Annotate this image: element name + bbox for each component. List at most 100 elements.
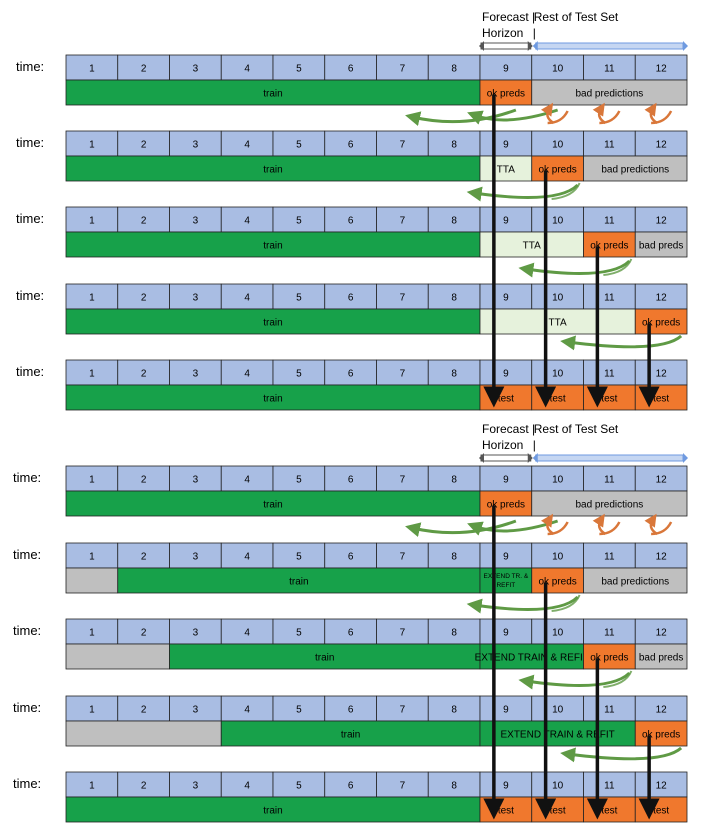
segment-label: train — [263, 89, 282, 100]
step-number: 3 — [193, 64, 199, 75]
step-number: 12 — [656, 293, 668, 304]
step-cell — [324, 542, 377, 569]
segment-label: train — [263, 500, 282, 511]
step-cell — [324, 54, 377, 81]
segment-label: train — [315, 653, 334, 664]
curved-arrow — [547, 110, 569, 125]
forecast-horizon-arrow — [480, 454, 532, 462]
step-cell — [634, 695, 688, 722]
step-cell — [117, 359, 170, 386]
step-number: 2 — [141, 140, 147, 151]
bad-predictions-segment — [583, 567, 688, 594]
step-number: 2 — [141, 293, 147, 304]
step-number: 3 — [193, 552, 199, 563]
step-number: 4 — [244, 216, 250, 227]
bad-predictions-segment — [65, 643, 170, 670]
segment-label: train — [263, 806, 282, 817]
curved-arrow — [603, 670, 633, 688]
time-label: time: — [13, 547, 41, 562]
step-number: 3 — [193, 705, 199, 716]
segment-label: bad preds — [639, 653, 683, 664]
rest-of-test-set-label: Rest of Test Set — [534, 10, 619, 24]
step-number: 8 — [451, 140, 457, 151]
step-number: 12 — [656, 781, 668, 792]
train-segment — [65, 79, 481, 106]
segment-label: TTA — [523, 241, 541, 252]
train-segment — [117, 567, 481, 594]
step-number: 12 — [656, 140, 668, 151]
curved-arrow — [551, 182, 581, 200]
time-label: time: — [16, 135, 44, 150]
segment-label: test — [498, 394, 514, 405]
step-number: 2 — [141, 781, 147, 792]
time-label: time: — [13, 470, 41, 485]
step-number: 1 — [89, 781, 95, 792]
step-cell — [427, 283, 481, 310]
segment-label: train — [263, 318, 282, 329]
step-cell — [583, 206, 636, 233]
separator-label: | — [533, 438, 536, 452]
step-number: 2 — [141, 216, 147, 227]
curved-arrow — [466, 595, 579, 614]
step-number: 4 — [244, 140, 250, 151]
step-number: 5 — [296, 475, 302, 486]
step-cell — [427, 130, 481, 157]
step-cell — [479, 771, 533, 798]
step-cell — [117, 54, 170, 81]
step-cell — [583, 465, 636, 492]
train-segment — [169, 643, 481, 670]
step-cell — [583, 130, 636, 157]
curved-arrow — [560, 746, 683, 763]
arrowhead-left-icon — [479, 41, 484, 51]
segment-label: EXTEND TR. & REFIT — [484, 573, 529, 589]
horizon-label: Horizon — [482, 26, 523, 40]
step-number: 12 — [656, 475, 668, 486]
curved-arrow — [651, 521, 673, 536]
bad-predictions-segment — [634, 643, 688, 670]
segment-label: ok preds — [590, 653, 628, 664]
step-number: 7 — [400, 628, 406, 639]
step-cell — [220, 771, 274, 798]
step-cell — [479, 206, 533, 233]
step-cell — [376, 465, 429, 492]
step-number: 4 — [244, 628, 250, 639]
step-cell — [169, 465, 222, 492]
curved-arrow — [603, 258, 633, 276]
step-number: 9 — [503, 628, 509, 639]
ok-preds-segment — [634, 720, 688, 747]
curved-arrow — [592, 513, 607, 536]
curved-arrow — [547, 521, 569, 536]
segment-label: test — [653, 394, 669, 405]
step-cell — [479, 283, 533, 310]
step-number: 5 — [296, 552, 302, 563]
step-cell — [531, 771, 584, 798]
step-cell — [634, 130, 688, 157]
step-number: 3 — [193, 781, 199, 792]
segment-label: test — [498, 806, 514, 817]
step-cell — [117, 465, 170, 492]
step-cell — [634, 771, 688, 798]
step-number: 5 — [296, 140, 302, 151]
rest-of-test-set-arrow — [535, 42, 684, 50]
segment-label: EXTEND TRAIN & REFIT — [500, 730, 614, 741]
step-cell — [427, 465, 481, 492]
step-number: 8 — [451, 552, 457, 563]
ok-preds-segment — [634, 308, 688, 335]
step-cell — [169, 130, 222, 157]
step-number: 10 — [552, 140, 564, 151]
step-number: 3 — [193, 216, 199, 227]
step-number: 2 — [141, 705, 147, 716]
step-cell — [583, 283, 636, 310]
step-cell — [272, 283, 326, 310]
time-label: time: — [16, 59, 44, 74]
step-number: 9 — [503, 64, 509, 75]
step-number: 11 — [604, 705, 615, 716]
step-number: 7 — [400, 781, 406, 792]
step-number: 12 — [656, 64, 668, 75]
forecast-horizon-label: Forecast | — [482, 10, 535, 24]
step-number: 10 — [552, 369, 564, 380]
curved-arrow — [405, 519, 517, 537]
train-segment — [220, 720, 481, 747]
